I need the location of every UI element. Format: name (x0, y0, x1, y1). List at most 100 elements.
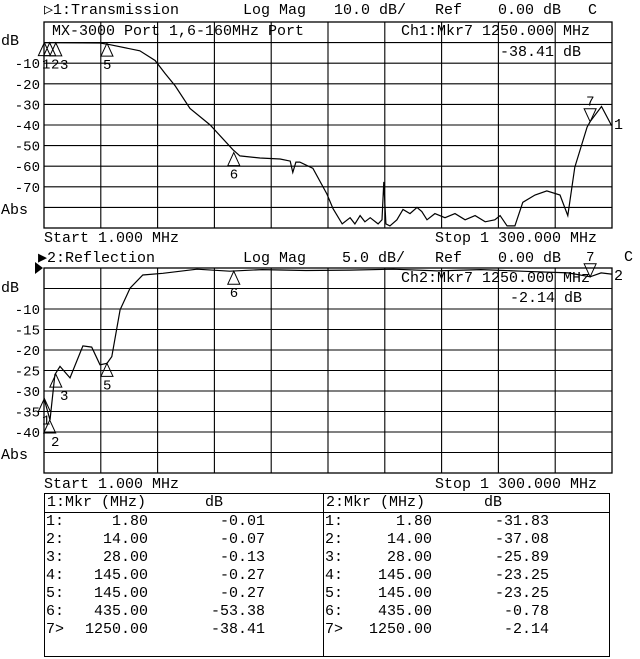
ch1-marker-readout: Ch1:Mkr7 1250.000 MHz (401, 23, 591, 40)
marker-index: 1: (46, 513, 65, 530)
marker-index: 3: (325, 549, 344, 566)
marker-db: -0.01 (219, 513, 265, 530)
marker-row[interactable]: 6: 435.00 -0.78 (324, 603, 609, 621)
marker-row[interactable]: 5: 145.00 -0.27 (45, 585, 323, 603)
marker-row[interactable]: 2: 14.00 -0.07 (45, 531, 323, 549)
ch1-ref-value[interactable]: 0.00 dB (498, 2, 562, 19)
ch2-ref-value[interactable]: 0.00 dB (498, 250, 562, 267)
ch2-stop[interactable]: Stop 1 300.000 MHz (435, 476, 598, 493)
marker-db: -0.27 (219, 567, 265, 584)
header-mkr: 1:Mkr (MHz) (47, 494, 147, 511)
marker-row[interactable]: 4: 145.00 -0.27 (45, 567, 323, 585)
marker-row[interactable]: 1: 1.80 -31.83 (324, 513, 609, 531)
marker-row[interactable]: 1: 1.80 -0.01 (45, 513, 323, 531)
ch1-scale[interactable]: 10.0 dB/ (334, 2, 407, 19)
ch2-marker-readout: Ch2:Mkr7 1250.000 MHz (401, 270, 591, 287)
ch2-marker-value: -2.14 dB (510, 290, 583, 307)
marker-index: 7> (325, 621, 344, 638)
y-tick-label: -25 (15, 365, 40, 381)
marker-label: 5 (103, 378, 111, 394)
trace-line (43, 268, 612, 421)
ch2-scale[interactable]: 5.0 dB/ (342, 250, 406, 267)
ch1-trace-end-label: 1 (614, 117, 624, 134)
marker-frequency: 1.80 (395, 513, 432, 530)
marker-frequency: 28.00 (386, 549, 432, 566)
marker-row[interactable]: 2: 14.00 -37.08 (324, 531, 609, 549)
ch2-trace-end-label: 2 (614, 268, 624, 285)
marker-frequency: 1250.00 (84, 621, 148, 638)
marker-triangle-icon (49, 41, 63, 57)
y-tick-label: -70 (15, 181, 40, 197)
marker-db: -23.25 (494, 585, 549, 602)
marker-frequency: 145.00 (93, 567, 148, 584)
y-tick-label: -30 (15, 98, 40, 114)
marker-triangle-icon (49, 372, 63, 388)
marker-db: -38.41 (210, 621, 265, 638)
marker-index: 1: (325, 513, 344, 530)
marker-label: 7 (586, 95, 594, 111)
marker-3[interactable]: 3 (49, 41, 69, 74)
marker-triangle-icon (100, 41, 114, 57)
marker-triangle-icon (226, 151, 241, 167)
ch1-flag: C (588, 2, 598, 19)
ch2-unit-label: dB (1, 280, 20, 297)
marker-7[interactable]: 7 (583, 250, 597, 278)
ch1-stop[interactable]: Stop 1 300.000 MHz (435, 230, 598, 247)
marker-db: -53.38 (210, 603, 265, 620)
marker-1[interactable]: 1 (37, 397, 52, 430)
marker-frequency: 1250.00 (368, 621, 432, 638)
marker-index: 2: (325, 531, 344, 548)
marker-index: 5: (325, 585, 344, 602)
marker-triangle-icon (583, 263, 597, 278)
marker-6[interactable]: 6 (226, 151, 241, 184)
y-tick-label: -10 (15, 57, 40, 73)
trace-line (43, 42, 613, 227)
marker-row[interactable]: 5: 145.00 -23.25 (324, 585, 609, 603)
y-tick-label: -20 (15, 78, 40, 94)
ch2-abs-label: Abs (1, 447, 29, 464)
marker-7[interactable]: 7 (583, 95, 597, 123)
marker-row[interactable]: 6: 435.00 -53.38 (45, 603, 323, 621)
ch2-start[interactable]: Start 1.000 MHz (44, 476, 180, 493)
marker-row[interactable]: 7> 1250.00 -38.41 (45, 621, 323, 639)
marker-2[interactable]: 2 (42, 418, 60, 451)
marker-triangle-icon (100, 362, 114, 377)
marker-row[interactable]: 3: 28.00 -0.13 (45, 549, 323, 567)
marker-label: 6 (230, 168, 238, 184)
y-tick-label: -15 (15, 324, 40, 340)
ch1-info-line: MX-3000 Port 1,6-160MHz Port (52, 23, 305, 40)
ch1-title[interactable]: ▷1:Transmission (44, 2, 180, 19)
y-tick-label: -40 (15, 119, 40, 135)
header-db: dB (205, 494, 224, 511)
marker-label: 7 (586, 250, 594, 266)
marker-table: 1:Mkr (MHz) dB 1: 1.80 -0.01 2: 14.00 -0.07 3: 2… (44, 493, 610, 657)
marker-6[interactable]: 6 (226, 270, 241, 302)
ch1-ref-label: Ref (435, 2, 463, 19)
marker-frequency: 28.00 (102, 549, 148, 566)
ch2-format[interactable]: Log Mag (243, 250, 307, 267)
y-tick-label: -20 (15, 344, 40, 360)
ch1-abs-label: Abs (1, 202, 29, 219)
marker-triangle-icon (42, 418, 57, 434)
marker-5[interactable]: 5 (100, 41, 114, 74)
marker-frequency: 14.00 (386, 531, 432, 548)
marker-label: 3 (60, 389, 68, 405)
marker-db: -23.25 (494, 567, 549, 584)
y-tick-label: -35 (15, 406, 40, 422)
marker-index: 3: (46, 549, 65, 566)
marker-label: 5 (103, 58, 111, 74)
marker-label: 6 (230, 286, 238, 302)
marker-row[interactable]: 4: 145.00 -23.25 (324, 567, 609, 585)
marker-db: -25.89 (494, 549, 549, 566)
reference-level-icon (35, 262, 43, 274)
marker-frequency: 145.00 (377, 567, 432, 584)
marker-index: 6: (46, 603, 65, 620)
marker-index: 5: (46, 585, 65, 602)
marker-3[interactable]: 3 (49, 372, 69, 405)
ch1-start[interactable]: Start 1.000 MHz (44, 230, 180, 247)
ch1-format[interactable]: Log Mag (243, 2, 307, 19)
marker-row[interactable]: 7> 1250.00 -2.14 (324, 621, 609, 639)
marker-row[interactable]: 3: 28.00 -25.89 (324, 549, 609, 567)
marker-5[interactable]: 5 (100, 362, 114, 394)
ch2-title[interactable]: ▶2:Reflection (38, 250, 156, 267)
